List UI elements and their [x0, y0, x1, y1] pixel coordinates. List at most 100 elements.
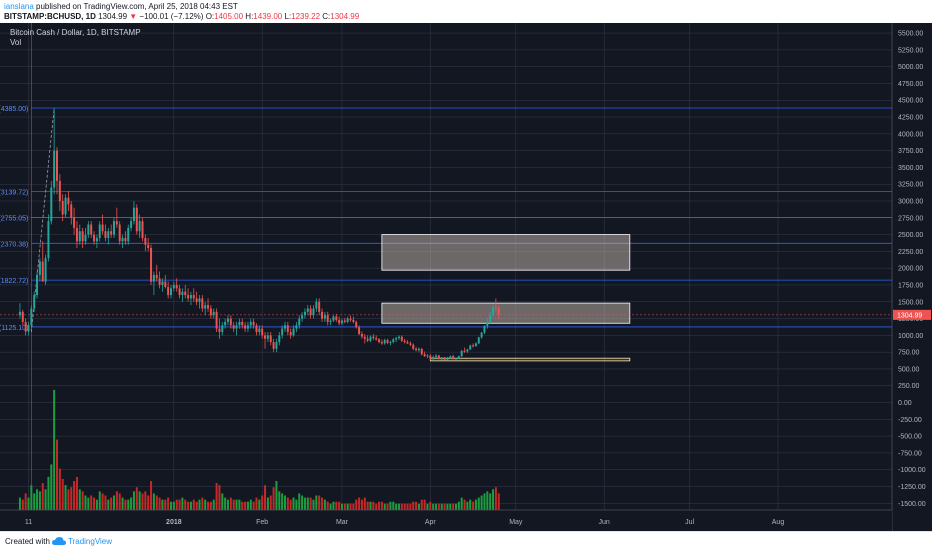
volume-bar	[392, 501, 395, 510]
volume-bar	[78, 489, 81, 510]
volume-bar	[104, 495, 107, 510]
volume-bar	[460, 497, 463, 510]
volume-bar	[452, 503, 455, 510]
volume-bar	[326, 501, 329, 510]
candle-body	[164, 281, 167, 287]
volume-bar	[87, 497, 90, 510]
price-chart[interactable]: 0(4385.00) 0.382(3139.72) 0.5(2755.05) 0.61…	[0, 23, 932, 531]
volume-bar	[18, 497, 21, 510]
price-axis-label: 3250.00	[898, 182, 923, 189]
candle-body	[346, 318, 349, 322]
volume-bar	[53, 389, 56, 510]
candle-body	[338, 319, 341, 324]
candle-body	[75, 227, 78, 242]
candle-body	[215, 311, 218, 329]
candle-body	[152, 274, 155, 282]
candle-body	[392, 339, 395, 343]
candle-body	[289, 331, 292, 336]
volume-bar	[127, 499, 130, 510]
candle-body	[70, 204, 73, 218]
candle-body	[44, 258, 47, 282]
tradingview-brand-link[interactable]: TradingView	[68, 537, 113, 546]
candle-body	[449, 356, 452, 358]
volume-bar	[64, 485, 67, 510]
chart-area[interactable]: 0(4385.00) 0.382(3139.72) 0.5(2755.05) 0.61…	[0, 23, 932, 531]
volume-bar	[269, 495, 272, 510]
low-label: L:	[284, 12, 292, 21]
candle-body	[446, 357, 449, 360]
volume-bar	[266, 497, 269, 510]
volume-bar	[369, 501, 372, 510]
candle-body	[147, 244, 150, 249]
close-value: 1304.99	[330, 12, 360, 21]
resistance-zone	[381, 234, 631, 271]
candle-body	[343, 320, 346, 322]
candle-body	[489, 315, 492, 322]
candle-body	[417, 348, 420, 351]
volume-bar	[21, 499, 24, 510]
candle-body	[127, 227, 130, 242]
volume-bar	[480, 495, 483, 510]
volume-bar	[73, 481, 76, 510]
candle-body	[73, 217, 76, 228]
candle-body	[400, 336, 403, 341]
candle-body	[440, 358, 443, 360]
volume-bar	[406, 503, 409, 510]
volume-bar	[483, 493, 486, 510]
candle-body	[415, 348, 418, 351]
candle-body	[420, 348, 423, 355]
candle-body	[349, 318, 352, 320]
volume-bar	[138, 491, 141, 510]
candle-body	[301, 315, 304, 319]
volume-bar	[150, 481, 153, 510]
fib-level-label: 1(1125.10)	[0, 325, 28, 332]
fib-level-label: 0(4385.00)	[0, 106, 28, 113]
ohlc-line: BITSTAMP:BCHUSD, 1D 1304.99 ▼ −100.01 (−…	[4, 12, 359, 21]
candle-body	[432, 356, 435, 359]
candle-body	[47, 221, 50, 259]
candle-body	[306, 308, 309, 312]
price-axis-label: 3500.00	[898, 165, 923, 172]
volume-bar	[323, 499, 326, 510]
volume-bar	[397, 503, 400, 510]
price-axis-label: 4750.00	[898, 81, 923, 88]
volume-bar	[175, 499, 178, 510]
price-axis-label: 2750.00	[898, 215, 923, 222]
candle-body	[36, 274, 39, 296]
candle-body	[224, 321, 227, 326]
candle-body	[207, 305, 210, 309]
price-axis-label: -1000.00	[898, 467, 926, 474]
volume-bar	[218, 485, 221, 510]
tradingview-cloud-icon	[52, 537, 66, 545]
candle-body	[266, 335, 269, 339]
candle-body	[78, 231, 81, 242]
volume-bar	[380, 501, 383, 510]
time-axis-label: Feb	[256, 519, 268, 526]
candle-body	[61, 201, 64, 215]
candle-body	[235, 325, 238, 329]
candle-body	[477, 337, 480, 344]
volume-bar	[172, 501, 175, 510]
time-axis-label: Jul	[685, 519, 694, 526]
fib-extension-line	[30, 107, 55, 333]
volume-bar	[169, 501, 172, 510]
candle-body	[255, 325, 258, 332]
candle-body	[315, 301, 318, 309]
volume-bar	[135, 487, 138, 510]
volume-bar	[221, 493, 224, 510]
price-axis-label: 5500.00	[898, 31, 923, 38]
price-axis-label: 4500.00	[898, 98, 923, 105]
candle-body	[161, 281, 164, 285]
volume-bar	[184, 499, 187, 510]
candle-body	[150, 248, 153, 282]
volume-bar	[435, 503, 438, 510]
time-axis-label: May	[509, 519, 523, 526]
publisher-username[interactable]: ianslana	[4, 2, 34, 11]
candle-body	[141, 221, 144, 238]
candle-body	[423, 354, 426, 357]
volume-bar	[155, 495, 158, 510]
volume-bar	[420, 499, 423, 510]
candle-body	[437, 355, 440, 359]
candle-body	[363, 336, 366, 339]
volume-bar	[235, 499, 238, 510]
